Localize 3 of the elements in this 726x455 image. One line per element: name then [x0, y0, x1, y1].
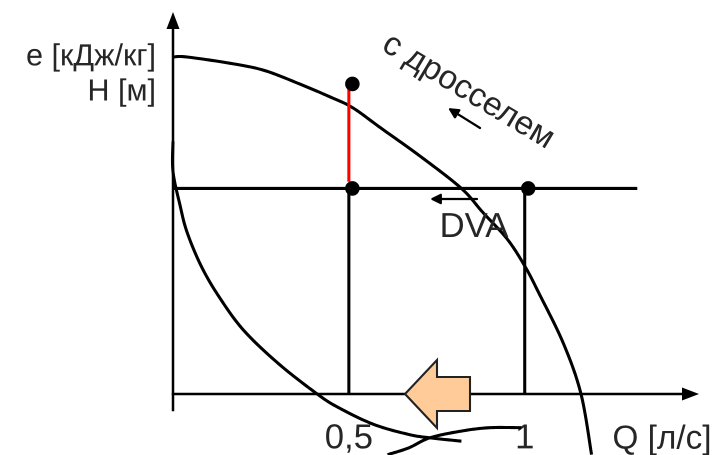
x-tick-label: 1: [518, 424, 533, 448]
x-tick-label: 0,5: [326, 424, 372, 453]
y-axis-title: e [кДж/кг] H [м]: [27, 43, 154, 107]
